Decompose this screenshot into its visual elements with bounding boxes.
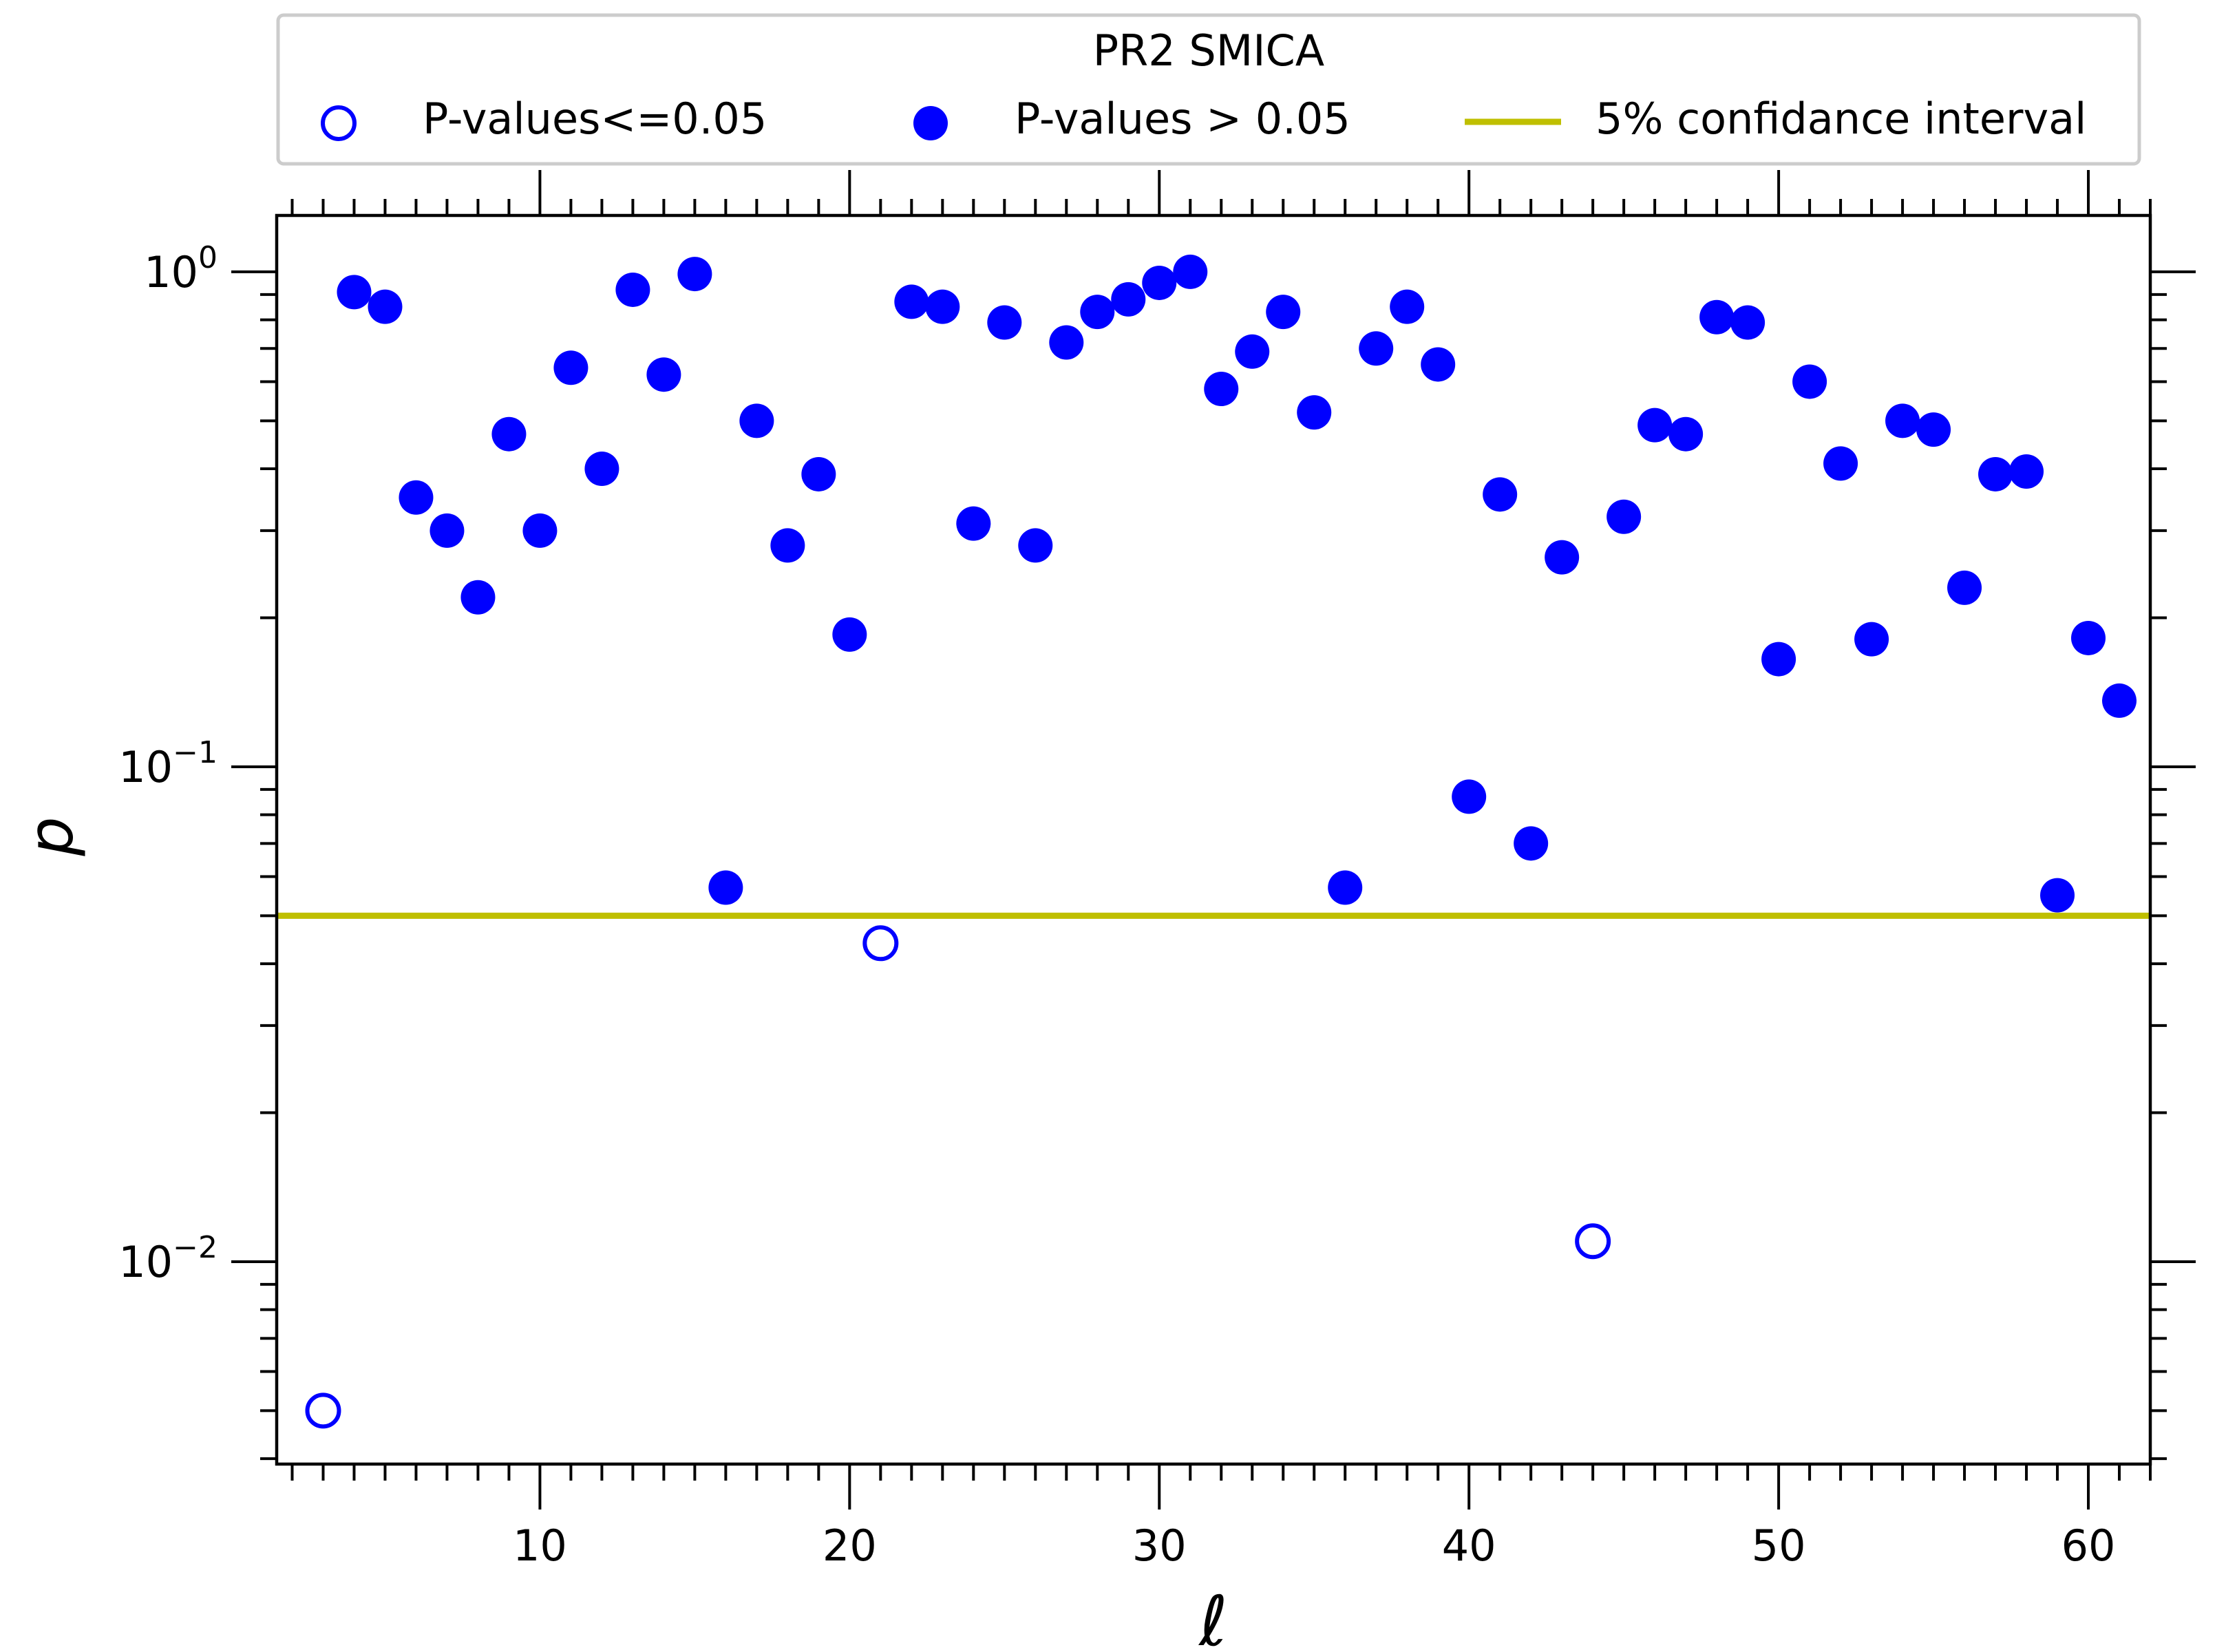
filled-point — [1421, 347, 1456, 382]
filled-point — [368, 289, 403, 324]
x-tick-label: 40 — [1442, 1521, 1496, 1571]
filled-point — [832, 617, 867, 652]
x-tick-label: 20 — [823, 1521, 877, 1571]
filled-point — [522, 513, 558, 548]
filled-point — [1916, 412, 1951, 447]
open-point — [1575, 1223, 1611, 1260]
filled-point — [925, 289, 960, 324]
filled-point — [1885, 403, 1920, 438]
filled-point — [1823, 446, 1858, 481]
filled-point — [2071, 620, 2106, 655]
legend-label-open: P-values<=0.05 — [423, 94, 767, 144]
plot-frame — [275, 213, 2152, 1466]
filled-point — [1761, 642, 1796, 677]
filled-point — [1297, 395, 1332, 430]
filled-point — [677, 257, 712, 292]
legend-label-line: 5% confidance interval — [1595, 94, 2086, 144]
filled-point — [894, 284, 929, 319]
filled-point — [1854, 622, 1889, 657]
filled-point — [708, 870, 743, 905]
y-tick-label: 10−2 — [118, 1230, 218, 1287]
filled-point — [1142, 265, 1177, 300]
data-points — [305, 254, 2137, 1429]
filled-point — [956, 506, 991, 541]
filled-point — [1359, 331, 1394, 366]
legend: PR2 SMICA P-values<=0.05 P-values > 0.05… — [276, 13, 2141, 166]
x-axis-label: ℓ — [1198, 1581, 1227, 1652]
filled-point — [1545, 540, 1580, 575]
filled-point — [584, 452, 619, 487]
filled-point — [1049, 325, 1084, 360]
filled-point — [1792, 364, 1827, 399]
legend-open-marker-icon — [321, 105, 357, 141]
filled-point — [1266, 295, 1301, 330]
y-tick-label: 100 — [144, 240, 218, 297]
x-tick-label: 30 — [1132, 1521, 1187, 1571]
filled-point — [337, 275, 372, 310]
filled-point — [399, 480, 434, 515]
filled-point — [1730, 305, 1766, 340]
open-point — [305, 1392, 341, 1429]
y-axis-label: p — [15, 816, 87, 856]
filled-point — [1173, 254, 1208, 289]
filled-point — [1235, 334, 1270, 369]
filled-point — [1668, 416, 1704, 452]
filled-point — [460, 580, 496, 615]
filled-point — [770, 528, 805, 563]
filled-point — [1947, 570, 1982, 605]
x-tick-label: 10 — [513, 1521, 567, 1571]
filled-point — [2040, 878, 2075, 913]
filled-point — [2009, 454, 2044, 489]
filled-point — [615, 272, 650, 307]
legend-title: PR2 SMICA — [1093, 25, 1324, 76]
filled-point — [646, 357, 681, 392]
filled-point — [1111, 282, 1146, 317]
legend-filled-marker-icon — [913, 106, 948, 140]
filled-point — [553, 350, 589, 385]
filled-point — [1699, 299, 1735, 335]
open-point — [862, 925, 899, 962]
legend-label-filled: P-values > 0.05 — [1015, 94, 1350, 144]
filled-point — [491, 416, 527, 452]
filled-point — [801, 456, 836, 491]
filled-point — [1328, 870, 1363, 905]
axis-ticks: 10 20 30 40 50 60 100 10−1 10−2 — [118, 170, 2196, 1571]
legend-frame — [276, 13, 2141, 166]
filled-point — [1080, 295, 1115, 330]
filled-point — [430, 513, 465, 548]
filled-point — [1390, 289, 1425, 324]
filled-point — [987, 305, 1022, 340]
filled-point — [1452, 779, 1487, 814]
x-tick-label: 50 — [1752, 1521, 1806, 1571]
y-tick-label: 10−1 — [118, 735, 218, 792]
x-tick-label: 60 — [2061, 1521, 2116, 1571]
filled-point — [1607, 499, 1642, 534]
filled-point — [1018, 528, 1053, 563]
filled-point — [1978, 456, 2013, 491]
filled-point — [1514, 826, 1549, 861]
filled-point — [1483, 477, 1518, 512]
filled-point — [2102, 683, 2137, 718]
filled-point — [739, 403, 774, 438]
filled-point — [1204, 372, 1239, 407]
filled-point — [1637, 407, 1673, 443]
